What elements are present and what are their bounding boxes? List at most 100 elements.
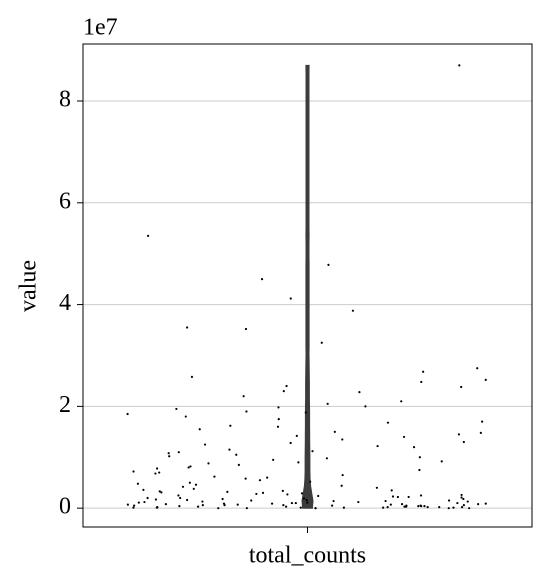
point [456, 501, 459, 505]
point [305, 498, 308, 502]
point [226, 490, 229, 493]
point [177, 494, 180, 497]
point [306, 501, 309, 504]
point [244, 327, 248, 331]
offset-label: 1e7 [83, 15, 118, 41]
point [447, 499, 451, 502]
point [460, 385, 463, 389]
point [281, 489, 284, 492]
point [155, 467, 159, 470]
point [460, 493, 463, 497]
point [201, 504, 204, 507]
point [460, 496, 463, 499]
point [302, 497, 305, 500]
point [282, 504, 285, 507]
point [479, 431, 482, 434]
violin [301, 64, 314, 509]
point [484, 378, 487, 382]
point [317, 494, 320, 498]
point [207, 462, 210, 465]
point [158, 490, 161, 493]
point [382, 506, 385, 509]
point [405, 505, 408, 508]
x-tick-label: total_counts [249, 543, 366, 569]
point [217, 507, 220, 510]
point [294, 501, 297, 505]
point [260, 278, 264, 281]
point [384, 499, 387, 503]
point [186, 326, 189, 329]
point [187, 466, 190, 469]
point [277, 418, 280, 421]
point [426, 506, 429, 509]
point [250, 499, 253, 502]
point [236, 503, 239, 506]
point [258, 479, 262, 482]
point [340, 484, 343, 487]
point [244, 477, 247, 480]
y-tick-label: 2 [59, 392, 71, 418]
point [126, 503, 129, 506]
point [143, 500, 146, 504]
point [391, 495, 395, 498]
point [146, 234, 150, 237]
point [407, 495, 410, 499]
point [277, 406, 280, 409]
point [400, 502, 404, 506]
point [266, 476, 269, 479]
point [178, 505, 181, 508]
point [179, 496, 182, 500]
point [481, 420, 484, 423]
point [154, 472, 157, 475]
point [460, 506, 464, 509]
point [402, 435, 406, 439]
point [126, 412, 129, 416]
point [396, 495, 399, 499]
point [376, 444, 379, 448]
point [213, 475, 216, 478]
point [132, 470, 135, 473]
point [325, 457, 329, 460]
point [326, 402, 329, 405]
point [341, 473, 344, 477]
point [196, 505, 200, 508]
point [327, 263, 330, 266]
point [255, 492, 258, 496]
point [462, 504, 465, 507]
point [132, 506, 135, 509]
point [237, 463, 240, 467]
point [477, 502, 480, 506]
point [389, 503, 392, 506]
y-tick-label: 0 [59, 494, 71, 520]
point [289, 297, 292, 300]
point [331, 504, 334, 507]
y-axis-label: value [16, 260, 42, 312]
point [272, 458, 275, 461]
point [400, 400, 403, 403]
point [295, 434, 298, 437]
point [418, 468, 421, 472]
point [245, 410, 248, 413]
point [447, 507, 450, 510]
point [229, 424, 232, 427]
point [320, 341, 323, 344]
point [422, 370, 425, 373]
point [194, 483, 198, 486]
point [276, 425, 280, 428]
y-tick-label: 4 [59, 290, 71, 316]
point [333, 430, 336, 433]
point [160, 491, 163, 494]
point [137, 501, 140, 504]
point [221, 497, 224, 501]
point [314, 507, 317, 510]
point [142, 488, 145, 491]
point [412, 445, 416, 449]
point [341, 438, 344, 441]
point [188, 481, 191, 484]
point [438, 506, 441, 509]
point [223, 504, 226, 507]
point [300, 492, 304, 495]
point [423, 505, 426, 508]
y-tick-label: 6 [59, 188, 71, 214]
point [285, 505, 288, 508]
